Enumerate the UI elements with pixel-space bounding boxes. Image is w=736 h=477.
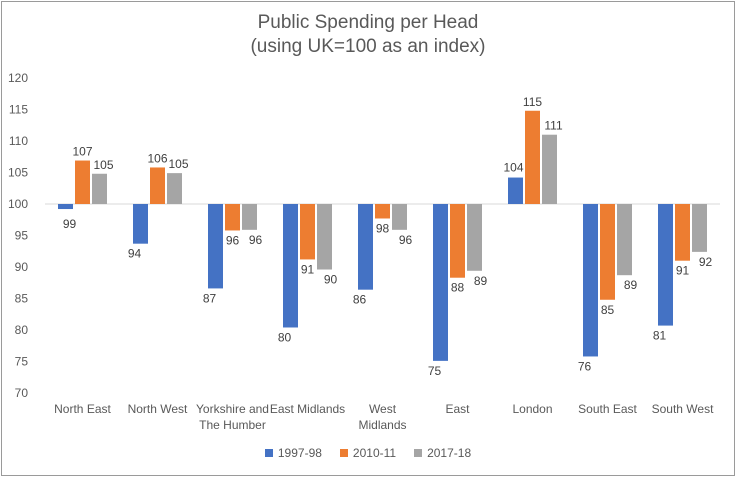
bar-2010-11 (150, 167, 165, 204)
data-label: 105 (168, 157, 188, 171)
bar-2010-11 (675, 204, 690, 261)
legend-label: 2017-18 (427, 446, 472, 460)
bar-2017-18 (317, 204, 332, 270)
x-category-label: East Midlands (270, 402, 345, 416)
y-tick-label: 70 (15, 386, 29, 400)
bar-2010-11 (375, 204, 390, 219)
y-tick-label: 80 (15, 323, 29, 337)
x-category-label: Midlands (358, 418, 406, 432)
legend-label: 1997-98 (277, 446, 322, 460)
data-label: 106 (147, 151, 167, 165)
data-label: 105 (93, 158, 113, 172)
bar-2017-18 (692, 204, 707, 252)
bar-2010-11 (450, 204, 465, 278)
bar-1997-98 (58, 204, 73, 210)
data-label: 96 (249, 233, 263, 247)
data-label: 96 (399, 233, 413, 247)
y-tick-label: 110 (9, 134, 28, 148)
data-label: 86 (353, 293, 367, 307)
bar-1997-98 (133, 204, 148, 244)
data-label: 75 (428, 364, 442, 378)
y-tick-label: 95 (15, 229, 29, 243)
y-tick-label: 90 (15, 260, 29, 274)
bar-2017-18 (467, 204, 482, 271)
bar-2010-11 (600, 204, 615, 300)
x-category-label: West (369, 402, 397, 416)
data-label: 81 (653, 329, 667, 343)
bar-2017-18 (617, 204, 632, 276)
x-category-label: South East (578, 402, 637, 416)
data-label: 80 (278, 330, 292, 344)
bar-1997-98 (433, 204, 448, 361)
legend-swatch (339, 449, 348, 457)
chart-subtitle: (using UK=100 as an index) (250, 36, 486, 57)
bar-1997-98 (583, 204, 598, 357)
y-tick-label: 100 (8, 197, 28, 211)
legend-label: 2010-11 (352, 446, 397, 460)
bar-2017-18 (242, 204, 257, 230)
y-tick-label: 115 (9, 103, 28, 117)
y-tick-label: 75 (15, 355, 29, 369)
data-label: 96 (226, 233, 240, 247)
data-label: 107 (72, 145, 92, 159)
legend-swatch (264, 449, 273, 457)
bar-2010-11 (75, 160, 90, 204)
data-label: 85 (601, 303, 615, 317)
data-label: 92 (699, 255, 713, 269)
x-category-label: South West (652, 402, 714, 416)
bar-2017-18 (542, 134, 557, 204)
data-label: 99 (63, 217, 77, 231)
data-label: 89 (474, 274, 488, 288)
x-category-label: North West (128, 402, 188, 416)
chart-title: Public Spending per Head (257, 12, 479, 33)
x-category-label: London (512, 402, 552, 416)
data-label: 91 (676, 264, 690, 278)
legend-item: 2010-11 (339, 446, 397, 460)
chart-legend: 1997-98 2010-11 2017-18 (0, 446, 736, 460)
data-label: 76 (578, 359, 592, 373)
bar-2017-18 (167, 173, 182, 204)
data-label: 91 (301, 262, 315, 276)
bar-2010-11 (300, 204, 315, 260)
y-tick-label: 85 (15, 292, 29, 306)
bar-1997-98 (658, 204, 673, 326)
data-label: 111 (544, 119, 563, 133)
bar-2017-18 (92, 173, 107, 204)
bar-1997-98 (208, 204, 223, 289)
x-category-label: Yorkshire and (196, 402, 269, 416)
bar-2010-11 (525, 110, 540, 204)
y-tick-label: 105 (8, 166, 28, 180)
x-category-label: North East (54, 402, 111, 416)
data-label: 89 (624, 278, 638, 292)
bar-2010-11 (225, 204, 240, 231)
data-label: 88 (451, 281, 465, 295)
y-tick-label: 120 (8, 71, 28, 85)
legend-item: 1997-98 (264, 446, 322, 460)
x-category-label: East (445, 402, 470, 416)
bar-1997-98 (358, 204, 373, 290)
legend-swatch (414, 449, 423, 457)
legend-item: 2017-18 (414, 446, 471, 460)
data-label: 98 (376, 221, 390, 235)
data-label: 104 (503, 161, 523, 175)
bar-2017-18 (392, 204, 407, 230)
data-label: 90 (324, 273, 338, 287)
bar-1997-98 (508, 177, 523, 204)
data-label: 87 (203, 291, 217, 305)
bar-1997-98 (283, 204, 298, 328)
data-label: 115 (523, 95, 542, 109)
data-label: 94 (128, 247, 142, 261)
x-category-label: The Humber (199, 418, 266, 432)
